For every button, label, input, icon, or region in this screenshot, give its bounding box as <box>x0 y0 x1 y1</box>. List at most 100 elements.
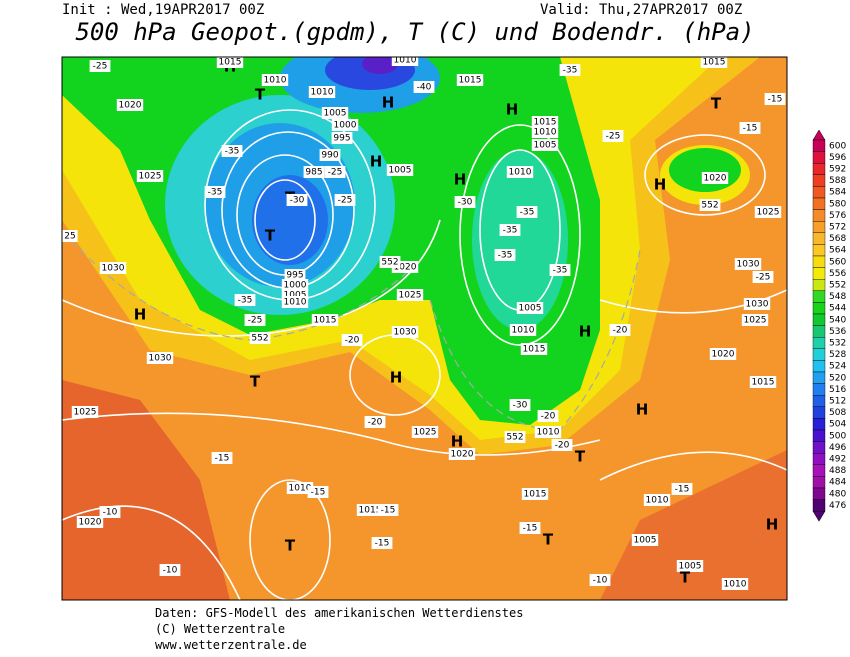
label-box <box>516 302 544 314</box>
colorbar-label: 540 <box>829 315 846 325</box>
label-box <box>286 482 314 494</box>
label-box <box>249 332 271 344</box>
label-box <box>204 186 226 198</box>
colorbar-label: 520 <box>829 373 846 383</box>
contour-label: 1005 <box>679 562 702 572</box>
contour-label: 985 <box>305 168 322 178</box>
label-box <box>391 57 419 66</box>
contour-label: 1010 <box>537 428 560 438</box>
colorbar-swatch <box>812 267 826 280</box>
contour-label: -25 <box>328 168 343 178</box>
colorbar-swatch <box>812 487 826 500</box>
label-box <box>752 271 774 283</box>
label-box <box>319 149 341 161</box>
map-frame <box>61 56 788 601</box>
label-box <box>609 324 631 336</box>
contour-label: 1020 <box>451 450 474 460</box>
colorbar-label: 548 <box>829 292 846 302</box>
label-box <box>116 99 144 111</box>
label-box <box>531 139 559 151</box>
pressure-center: H <box>454 171 467 189</box>
colorbar-swatch <box>812 302 826 315</box>
label-box <box>331 132 353 144</box>
label-box <box>308 86 336 98</box>
colorbar-swatch <box>812 244 826 257</box>
contour-label: -35 <box>225 147 240 157</box>
colorbar-end <box>812 510 826 522</box>
pressure-center: H <box>506 101 519 119</box>
label-box <box>99 506 121 518</box>
label-box <box>89 60 111 72</box>
label-box <box>741 314 769 326</box>
label-box <box>589 574 611 586</box>
contour-label: 1010 <box>512 326 535 336</box>
contour-label: 995 <box>333 134 350 144</box>
contour-label: 1010 <box>284 298 307 308</box>
pressure-center: H <box>134 306 147 324</box>
contour-label: -20 <box>345 336 360 346</box>
contour-label: 1005 <box>284 291 307 301</box>
label-box <box>221 145 243 157</box>
contour-label: 1025 <box>414 428 437 438</box>
pressure-center: T <box>680 569 691 587</box>
colorbar-label: 496 <box>829 443 846 453</box>
colorbar-label: 504 <box>829 420 846 430</box>
contour-label: 1025 <box>757 208 780 218</box>
contour-label: 1000 <box>334 121 357 131</box>
colorbar-label: 500 <box>829 431 846 441</box>
colorbar-swatch <box>812 232 826 245</box>
contour-label: -15 <box>768 95 783 105</box>
contour-label: 1010 <box>311 88 334 98</box>
label-box <box>411 426 439 438</box>
label-box <box>281 296 309 308</box>
colorbar-label: 516 <box>829 385 846 395</box>
label-box <box>341 334 363 346</box>
label-box <box>749 376 777 388</box>
label-box <box>136 170 164 182</box>
contour-label: 1025 <box>139 172 162 182</box>
label-box <box>281 279 309 291</box>
contour-label: 1015 <box>219 58 242 68</box>
colorbar-swatch <box>812 255 826 268</box>
label-box <box>331 119 359 131</box>
colorbar-label: 528 <box>829 350 846 360</box>
contour-label: 552 <box>381 258 398 268</box>
pressure-center: T <box>255 86 266 104</box>
colorbar-label: 564 <box>829 246 846 256</box>
contour-label: 1015 <box>314 316 337 326</box>
label-box <box>311 314 339 326</box>
contour-label: -25 <box>756 273 771 283</box>
contour-label: -25 <box>606 132 621 142</box>
contour-label: 1015 <box>534 118 557 128</box>
label-box <box>62 230 78 242</box>
colorbar-swatch <box>812 360 826 373</box>
label-box <box>643 494 671 506</box>
colorbar-label: 492 <box>829 455 846 465</box>
contour-label: -15 <box>381 506 396 516</box>
contour-label: -35 <box>498 251 513 261</box>
label-box <box>286 194 308 206</box>
label-box <box>516 206 538 218</box>
contour-label: 1010 <box>534 128 557 138</box>
label-box <box>504 431 526 443</box>
label-box <box>531 116 559 128</box>
label-box <box>99 262 127 274</box>
colorbar-swatch <box>812 313 826 326</box>
pressure-center: T <box>265 227 276 245</box>
contour-label: -30 <box>513 401 528 411</box>
contour-label: -15 <box>311 488 326 498</box>
colorbar-label: 476 <box>829 501 846 511</box>
label-box <box>709 348 737 360</box>
contour-label: -35 <box>553 266 568 276</box>
contour-label: -20 <box>541 412 556 422</box>
label-box <box>386 164 414 176</box>
label-box <box>739 122 761 134</box>
label-box <box>321 107 349 119</box>
contour-label: 1005 <box>634 536 657 546</box>
colorbar-label: 588 <box>829 176 846 186</box>
label-box <box>391 326 419 338</box>
contour-label: 1010 <box>289 484 312 494</box>
label-box <box>303 166 325 178</box>
contour-label: 1030 <box>102 264 125 274</box>
contour-label: 1005 <box>389 166 412 176</box>
